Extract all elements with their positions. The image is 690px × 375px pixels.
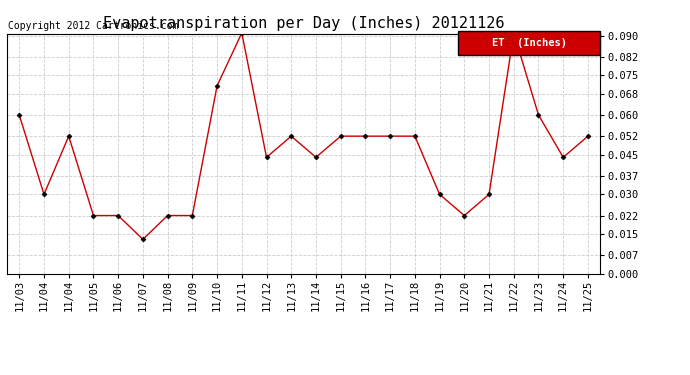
Title: Evapotranspiration per Day (Inches) 20121126: Evapotranspiration per Day (Inches) 2012… xyxy=(103,16,504,31)
Text: ET  (Inches): ET (Inches) xyxy=(491,38,566,48)
Text: Copyright 2012 Cartronics.com: Copyright 2012 Cartronics.com xyxy=(8,21,179,32)
FancyBboxPatch shape xyxy=(458,32,600,56)
